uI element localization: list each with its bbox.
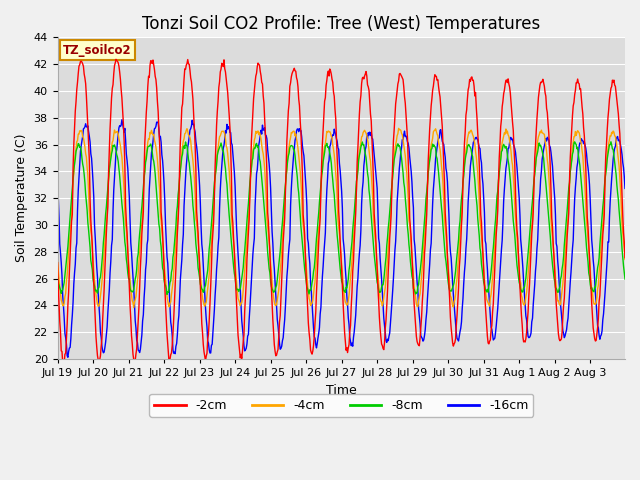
X-axis label: Time: Time <box>326 384 356 396</box>
Title: Tonzi Soil CO2 Profile: Tree (West) Temperatures: Tonzi Soil CO2 Profile: Tree (West) Temp… <box>142 15 540 33</box>
Y-axis label: Soil Temperature (C): Soil Temperature (C) <box>15 134 28 263</box>
Text: TZ_soilco2: TZ_soilco2 <box>63 44 132 57</box>
Legend: -2cm, -4cm, -8cm, -16cm: -2cm, -4cm, -8cm, -16cm <box>149 394 533 417</box>
